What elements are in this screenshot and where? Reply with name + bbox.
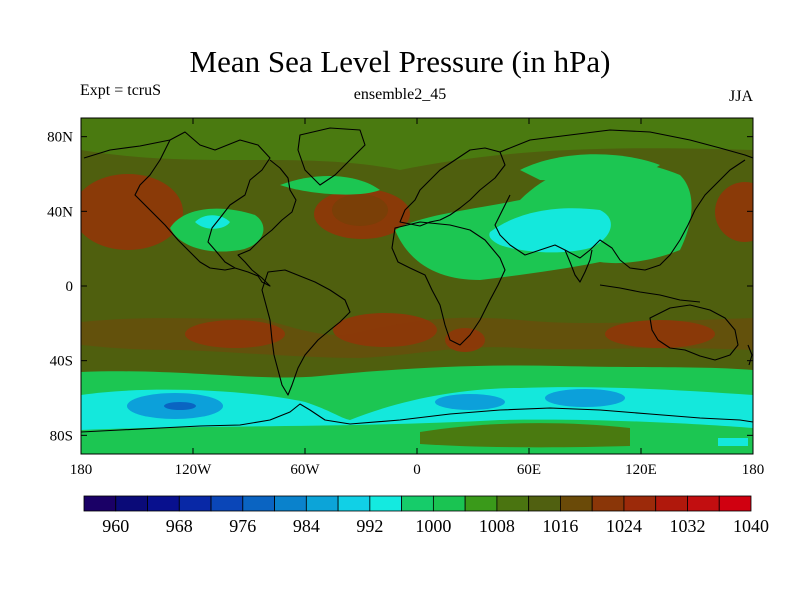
- colorbar-swatch: [210, 495, 244, 512]
- latitude-ticks: 80N 40N 0 40S 80S: [47, 130, 753, 444]
- colorbar-swatch: [147, 495, 180, 512]
- n-pacific-high-west: [81, 174, 183, 250]
- colorbar-swatch: [432, 495, 466, 512]
- coast-africa: [391, 221, 506, 346]
- colorbar-label: 976: [229, 516, 256, 536]
- colorbar-label: 992: [356, 516, 383, 536]
- colorbar-swatch: [401, 495, 434, 512]
- colorbar-label: 1032: [669, 516, 705, 536]
- colorbar-label: 960: [102, 516, 129, 536]
- s-indian-low-core-e: [545, 389, 625, 407]
- coast-new-zealand: [747, 344, 753, 366]
- colorbar-label: 1016: [542, 516, 578, 536]
- arctic-low: [280, 175, 380, 195]
- lon-tick-label: 180: [742, 462, 765, 478]
- colorbar-swatch: [305, 495, 339, 512]
- coast-greenland: [297, 127, 366, 186]
- s-pacific-low-center: [164, 402, 196, 410]
- longitude-ticks: 180 120W 60W 0 60E 120E 180: [70, 118, 765, 478]
- s-indian-low-core-w: [435, 394, 505, 410]
- colorbar-label: 984: [293, 516, 320, 536]
- colorbar-swatch: [242, 495, 275, 512]
- colorbar-label: 1000: [415, 516, 451, 536]
- colorbar-label: 1008: [479, 516, 515, 536]
- coast-europe: [399, 147, 506, 227]
- n-america-low: [170, 208, 264, 252]
- lat-tick-label: 40N: [47, 204, 73, 220]
- colorbar-swatch: [591, 495, 625, 512]
- lat-tick-label: 40S: [50, 354, 73, 370]
- antarctic-cyan-patch: [718, 438, 748, 446]
- lon-tick-label: 120E: [625, 462, 657, 478]
- colorbar-label: 1040: [733, 516, 769, 536]
- season-label: JJA: [728, 88, 753, 105]
- n-pacific-high-east: [715, 182, 753, 242]
- s-indian-high: [605, 320, 715, 348]
- colorbar-swatch: [560, 495, 593, 512]
- colorbar-swatch: [655, 495, 688, 512]
- lon-tick-label: 60W: [290, 462, 320, 478]
- s-pacific-high: [185, 320, 285, 348]
- colorbar-swatch: [369, 495, 403, 512]
- coast-india: [564, 249, 593, 283]
- coast-south-america: [261, 269, 351, 396]
- coastlines: [81, 127, 753, 433]
- colorbar-label: 968: [166, 516, 193, 536]
- lon-tick-label: 0: [413, 462, 421, 478]
- s-atlantic-high: [333, 313, 437, 347]
- experiment-label: Expt = tcruS: [80, 82, 162, 99]
- map-title: Mean Sea Level Pressure (in hPa): [189, 44, 611, 79]
- colorbar-swatch: [687, 495, 720, 512]
- north-asia-band: [520, 154, 660, 181]
- colorbar-swatch: [115, 495, 148, 512]
- colorbar: 960 968 976 984 992 1000 1008 1016 1024 1032 1040: [83, 495, 769, 536]
- nh-olive-band: [81, 118, 753, 170]
- colorbar-swatch: [83, 495, 117, 512]
- pressure-field: [81, 118, 753, 454]
- lat-tick-label: 80S: [50, 428, 73, 444]
- colorbar-swatch: [178, 495, 212, 512]
- colorbar-swatch: [528, 495, 561, 512]
- azores-high-outer: [332, 194, 388, 226]
- lat-tick-label: 80N: [47, 130, 73, 146]
- lat-tick-label: 0: [66, 279, 74, 295]
- colorbar-swatch: [718, 495, 752, 512]
- asian-low-core: [489, 208, 611, 253]
- coast-indonesia: [599, 284, 701, 303]
- s-band-high: [81, 317, 753, 358]
- lon-tick-label: 180: [70, 462, 93, 478]
- colorbar-swatch: [274, 495, 307, 512]
- n-america-low-core: [195, 215, 230, 229]
- coast-antarctica: [81, 403, 753, 433]
- coast-asia: [494, 129, 753, 271]
- lon-tick-label: 60E: [517, 462, 541, 478]
- colorbar-swatch: [496, 495, 530, 512]
- colorbar-swatch: [623, 495, 657, 512]
- colorbar-swatch: [337, 495, 371, 512]
- coast-north-america: [83, 131, 297, 287]
- lon-tick-label: 120W: [175, 462, 213, 478]
- colorbar-swatch: [464, 495, 498, 512]
- coast-australia: [649, 304, 739, 361]
- colorbar-label: 1024: [606, 516, 642, 536]
- antarctic-olive: [420, 423, 630, 448]
- ensemble-label: ensemble2_45: [353, 86, 447, 103]
